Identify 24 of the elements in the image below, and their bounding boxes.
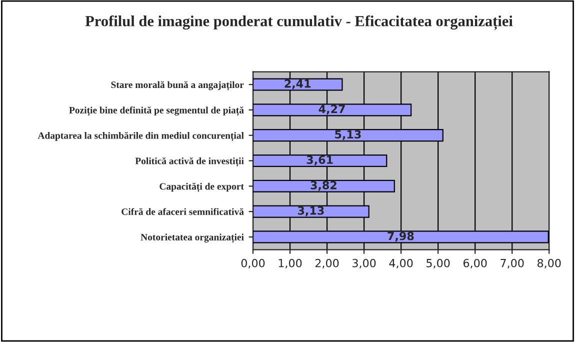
y-tick-label: Notorietatea organizației	[140, 234, 244, 243]
x-tick-label: 3,00	[352, 258, 376, 268]
data-label: 3,61	[306, 156, 333, 166]
y-tick-label: Capacități de export	[160, 182, 244, 192]
x-tick-label: 2,00	[315, 258, 339, 268]
y-tick-label: Cifră de afaceri semnificativă	[122, 208, 244, 216]
y-tick-label: Politică activă de investiții	[135, 157, 244, 167]
data-label: 5,13	[335, 130, 361, 140]
x-tick-label: 4,00	[389, 258, 413, 268]
data-label: 4,27	[318, 104, 345, 115]
x-tick-label: 0,00	[241, 258, 265, 268]
data-label: 3,82	[310, 180, 336, 191]
y-tick-label: Poziție bine definită pe segmentul de piață	[69, 106, 244, 116]
data-label: 3,13	[298, 206, 324, 216]
data-label: 7,98	[388, 232, 414, 242]
y-tick-label: Adaptarea la schimbările din mediul concurențial	[38, 132, 244, 142]
x-tick-label: 5,00	[426, 258, 450, 268]
x-tick-label: 7,00	[500, 258, 524, 268]
x-tick-label: 8,00	[538, 258, 561, 268]
y-tick-label: Stare morală bună a angajaților	[111, 81, 244, 90]
x-tick-label: 1,00	[278, 258, 302, 268]
chart-title: Profilul de imagine ponderat cumulativ - Eficacitatea organizației	[85, 15, 513, 30]
x-tick-label: 6,00	[464, 258, 487, 268]
data-label: 2,41	[284, 79, 311, 90]
